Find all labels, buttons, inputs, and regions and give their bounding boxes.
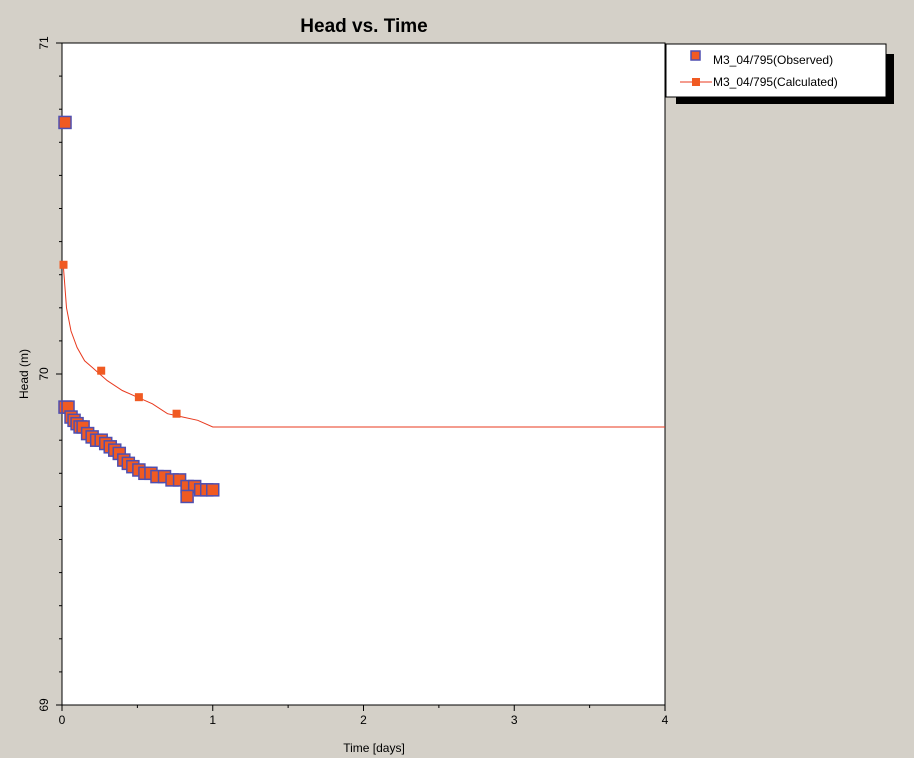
legend-box [665, 43, 887, 98]
observed-point [58, 115, 72, 130]
observed-point [180, 489, 194, 504]
calculated-point [97, 366, 106, 375]
calculated-point [172, 409, 181, 418]
observed-point [206, 483, 220, 497]
y-tick-label: 70 [37, 367, 51, 381]
legend-marker-observed [690, 50, 701, 61]
x-axis: 0 1 2 3 4 [59, 705, 669, 727]
legend: M3_04/795(Observed) M3_04/795(Calculated… [665, 43, 894, 104]
y-axis: 69 70 71 [37, 36, 62, 712]
x-axis-label: Time [days] [343, 741, 405, 755]
x-tick-label: 3 [511, 713, 518, 727]
y-axis-label: Head (m) [17, 349, 31, 399]
chart-title: Head vs. Time [300, 16, 427, 37]
legend-label-observed: M3_04/795(Observed) [713, 53, 833, 67]
legend-marker-calculated [692, 78, 700, 86]
x-tick-label: 4 [662, 713, 669, 727]
legend-label-calculated: M3_04/795(Calculated) [713, 75, 838, 89]
plot-layer [58, 115, 665, 504]
plot-area [61, 42, 666, 706]
calculated-line [63, 268, 665, 428]
calculated-point [59, 260, 68, 269]
x-tick-label: 2 [360, 713, 367, 727]
y-tick-label: 71 [37, 36, 51, 50]
x-tick-label: 1 [209, 713, 216, 727]
x-tick-label: 0 [59, 713, 66, 727]
calculated-point [134, 393, 143, 402]
y-tick-label: 69 [37, 698, 51, 712]
